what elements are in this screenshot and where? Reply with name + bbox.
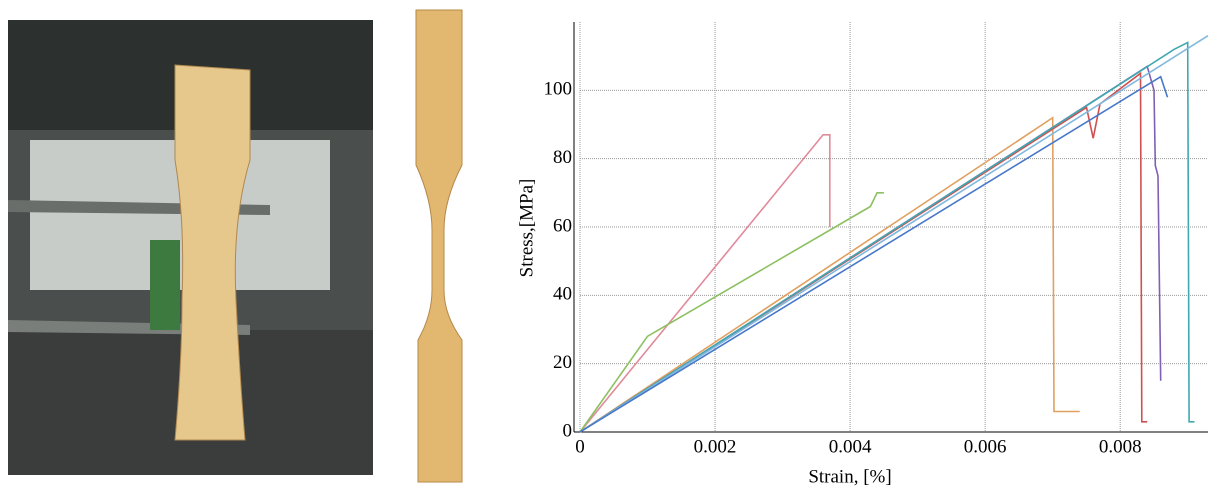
test-photo xyxy=(8,20,373,475)
chart: Stress,[MPa] Strain, [%] xyxy=(516,179,891,488)
y-tick-label: 0 xyxy=(563,420,573,441)
x-tick-label: 0.008 xyxy=(1099,436,1142,457)
x-axis-label: Strain, [%] xyxy=(808,466,891,487)
y-tick-label: 20 xyxy=(553,352,572,373)
series-line xyxy=(579,192,884,433)
series-line xyxy=(579,134,831,433)
x-tick-label: 0 xyxy=(575,436,585,457)
x-tick-label: 0.006 xyxy=(964,436,1007,457)
y-tick-label: 60 xyxy=(553,215,572,236)
y-axis-label: Stress,[MPa] xyxy=(516,179,537,278)
y-tick-label: 40 xyxy=(553,284,572,305)
series-line xyxy=(579,35,1209,433)
series-line xyxy=(579,75,1169,433)
series-line xyxy=(579,116,1080,433)
y-tick-label: 100 xyxy=(544,79,573,100)
x-tick-label: 0.004 xyxy=(829,436,872,457)
y-tick-label: 80 xyxy=(553,147,572,168)
specimen-photo xyxy=(415,9,463,483)
series-line xyxy=(579,41,1195,433)
x-tick-label: 0.002 xyxy=(694,436,737,457)
